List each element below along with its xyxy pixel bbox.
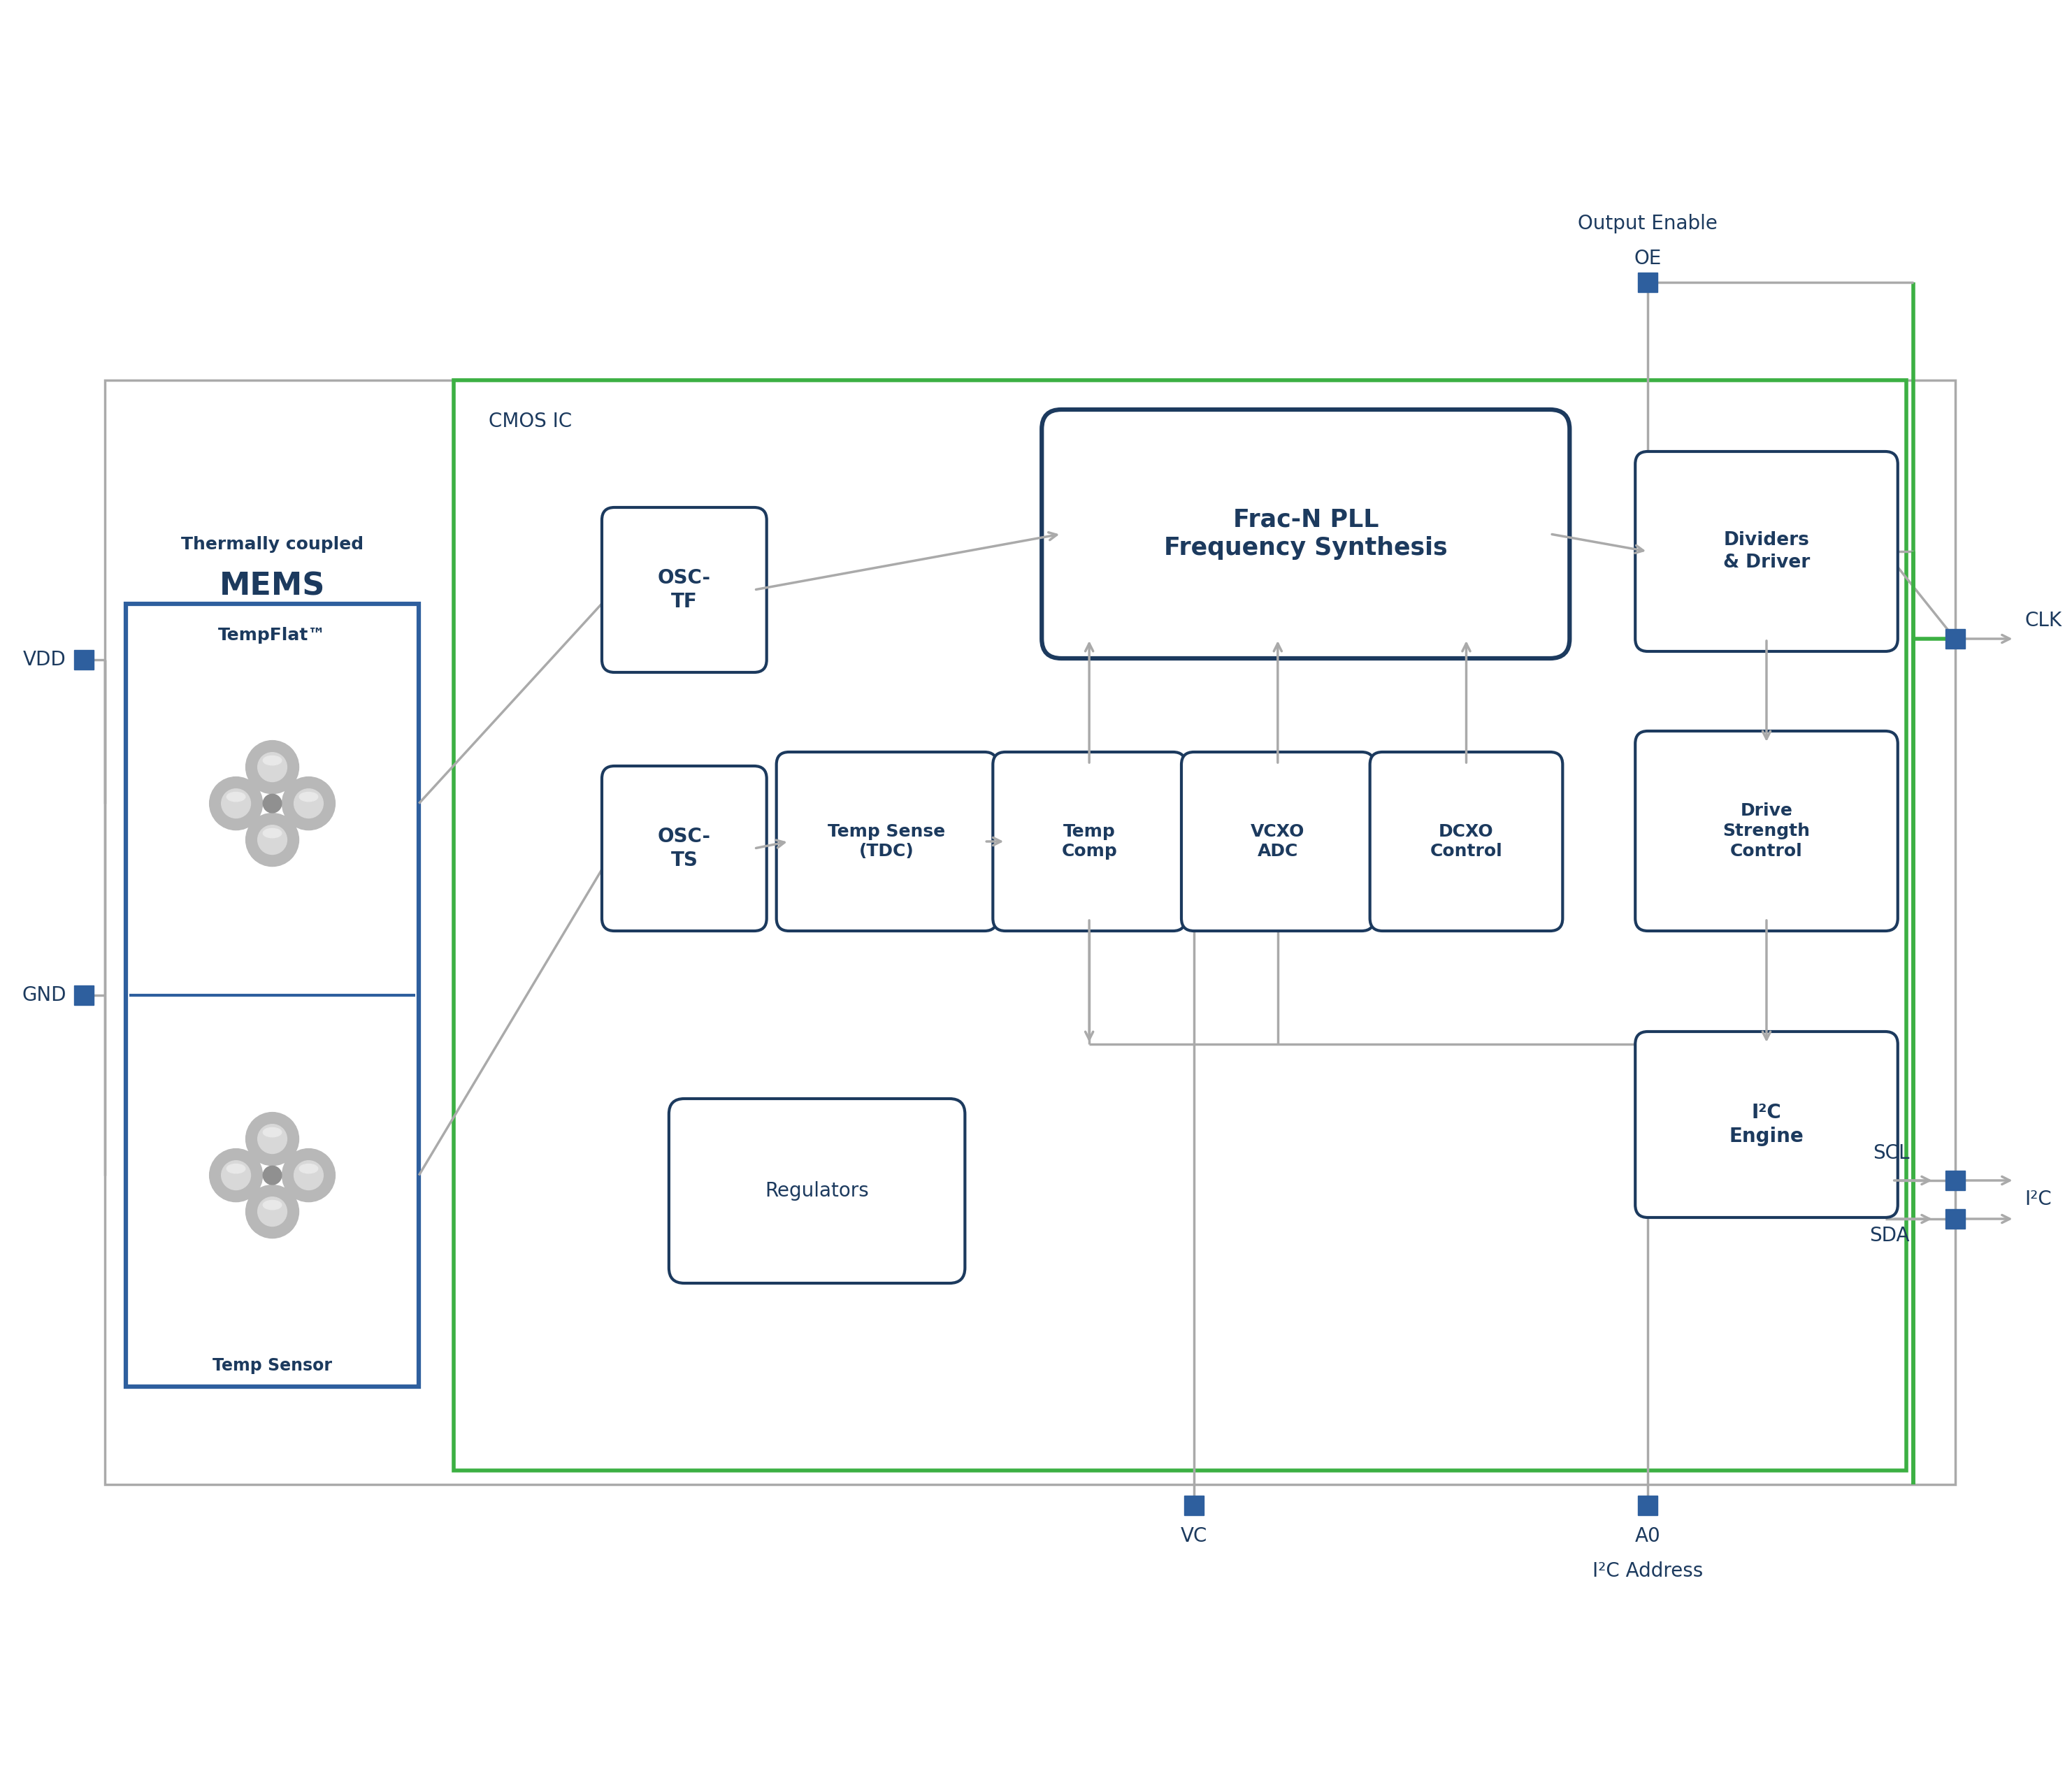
Bar xyxy=(75,985,93,1005)
Circle shape xyxy=(257,1124,286,1154)
Circle shape xyxy=(222,1161,251,1189)
Circle shape xyxy=(294,1161,323,1189)
Text: CLK: CLK xyxy=(2024,612,2062,631)
Text: I²C
Engine: I²C Engine xyxy=(1730,1102,1805,1147)
Text: I²C Address: I²C Address xyxy=(1593,1561,1703,1581)
Circle shape xyxy=(257,825,286,855)
Text: Output Enable: Output Enable xyxy=(1579,213,1718,233)
Ellipse shape xyxy=(263,756,282,765)
Circle shape xyxy=(247,1186,298,1237)
Circle shape xyxy=(294,789,323,818)
Circle shape xyxy=(257,752,286,782)
Bar xyxy=(1946,1170,1964,1189)
Circle shape xyxy=(209,777,263,830)
Bar xyxy=(126,605,419,1387)
Text: Frac-N PLL
Frequency Synthesis: Frac-N PLL Frequency Synthesis xyxy=(1164,509,1448,560)
Text: SDA: SDA xyxy=(1869,1225,1910,1245)
Bar xyxy=(1185,1495,1204,1515)
Ellipse shape xyxy=(298,1165,317,1173)
FancyBboxPatch shape xyxy=(1370,752,1562,932)
Text: Temp Sensor: Temp Sensor xyxy=(213,1357,332,1374)
FancyBboxPatch shape xyxy=(777,752,997,932)
Text: DCXO
Control: DCXO Control xyxy=(1430,823,1502,861)
Text: OE: OE xyxy=(1635,249,1662,268)
Circle shape xyxy=(222,789,251,818)
Text: VC: VC xyxy=(1181,1526,1208,1545)
Bar xyxy=(454,380,1906,1470)
Text: Temp
Comp: Temp Comp xyxy=(1061,823,1117,861)
Ellipse shape xyxy=(263,1200,282,1209)
FancyBboxPatch shape xyxy=(601,766,767,932)
Text: Thermally coupled: Thermally coupled xyxy=(180,535,363,553)
Text: OSC-
TF: OSC- TF xyxy=(657,569,711,612)
Text: VCXO
ADC: VCXO ADC xyxy=(1251,823,1305,861)
FancyBboxPatch shape xyxy=(1635,1031,1898,1218)
Ellipse shape xyxy=(263,1127,282,1136)
Circle shape xyxy=(282,1149,336,1202)
Circle shape xyxy=(263,1166,282,1184)
Circle shape xyxy=(209,1149,263,1202)
Circle shape xyxy=(247,741,298,793)
Text: Dividers
& Driver: Dividers & Driver xyxy=(1724,532,1811,571)
Circle shape xyxy=(247,813,298,866)
FancyBboxPatch shape xyxy=(1635,452,1898,651)
Text: Regulators: Regulators xyxy=(765,1181,868,1200)
Ellipse shape xyxy=(226,793,244,802)
FancyBboxPatch shape xyxy=(601,507,767,672)
Ellipse shape xyxy=(226,1165,244,1173)
Bar xyxy=(1639,272,1658,292)
Text: Drive
Strength
Control: Drive Strength Control xyxy=(1722,802,1811,859)
FancyBboxPatch shape xyxy=(1181,752,1374,932)
Text: I²C: I²C xyxy=(2024,1189,2051,1209)
Circle shape xyxy=(247,1113,298,1166)
Bar xyxy=(1639,1495,1658,1515)
Text: CMOS IC: CMOS IC xyxy=(489,412,572,432)
Circle shape xyxy=(257,1197,286,1227)
Text: SCL: SCL xyxy=(1873,1143,1910,1163)
Text: MEMS: MEMS xyxy=(220,571,325,601)
Text: OSC-
TS: OSC- TS xyxy=(657,827,711,869)
Bar xyxy=(75,651,93,670)
Ellipse shape xyxy=(298,793,317,802)
FancyBboxPatch shape xyxy=(669,1099,966,1284)
FancyBboxPatch shape xyxy=(992,752,1185,932)
Text: A0: A0 xyxy=(1635,1526,1660,1545)
Circle shape xyxy=(282,777,336,830)
Bar xyxy=(1946,1209,1964,1229)
Bar xyxy=(106,380,1956,1485)
Ellipse shape xyxy=(263,829,282,837)
Text: Temp Sense
(TDC): Temp Sense (TDC) xyxy=(829,823,945,861)
FancyBboxPatch shape xyxy=(1635,731,1898,932)
FancyBboxPatch shape xyxy=(1042,409,1571,658)
Circle shape xyxy=(263,795,282,813)
Bar xyxy=(1946,629,1964,649)
Text: TempFlat™: TempFlat™ xyxy=(218,628,325,644)
Text: VDD: VDD xyxy=(23,651,66,670)
Text: GND: GND xyxy=(23,985,66,1005)
